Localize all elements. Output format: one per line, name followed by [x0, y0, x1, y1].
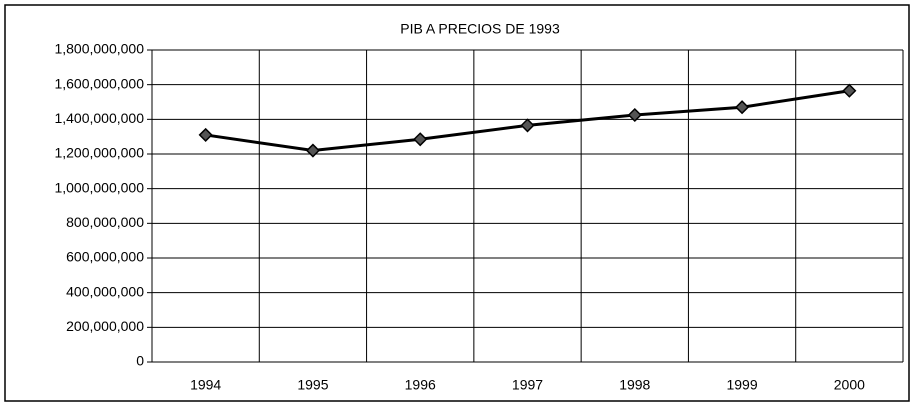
- y-tick-label: 0: [136, 353, 144, 369]
- x-tick-label: 1996: [405, 377, 436, 393]
- data-point: [413, 132, 428, 147]
- x-tick-label: 1994: [190, 377, 221, 393]
- y-tick-label: 1,400,000,000: [54, 110, 144, 126]
- y-tick-label: 800,000,000: [66, 214, 144, 230]
- x-tick-label: 1999: [726, 377, 757, 393]
- data-point: [627, 107, 642, 123]
- data-point: [735, 100, 750, 115]
- y-tick-label: 1,000,000,000: [54, 179, 144, 195]
- x-tick-label: 2000: [834, 377, 865, 393]
- data-point: [198, 127, 213, 142]
- data-point: [842, 83, 857, 98]
- data-point: [520, 118, 535, 133]
- y-tick-label: 200,000,000: [66, 318, 144, 334]
- x-tick-label: 1995: [297, 377, 328, 393]
- x-tick-label: 1998: [619, 377, 650, 393]
- chart-border: [4, 4, 910, 402]
- y-tick-label: 600,000,000: [66, 249, 144, 265]
- y-tick-label: 1,600,000,000: [54, 75, 144, 91]
- chart-title: PIB A PRECIOS DE 1993: [400, 21, 560, 37]
- y-tick-label: 1,200,000,000: [54, 145, 144, 161]
- data-point: [305, 143, 320, 158]
- y-tick-label: 1,800,000,000: [54, 41, 144, 57]
- x-tick-label: 1997: [512, 377, 543, 393]
- y-tick-label: 400,000,000: [66, 283, 144, 299]
